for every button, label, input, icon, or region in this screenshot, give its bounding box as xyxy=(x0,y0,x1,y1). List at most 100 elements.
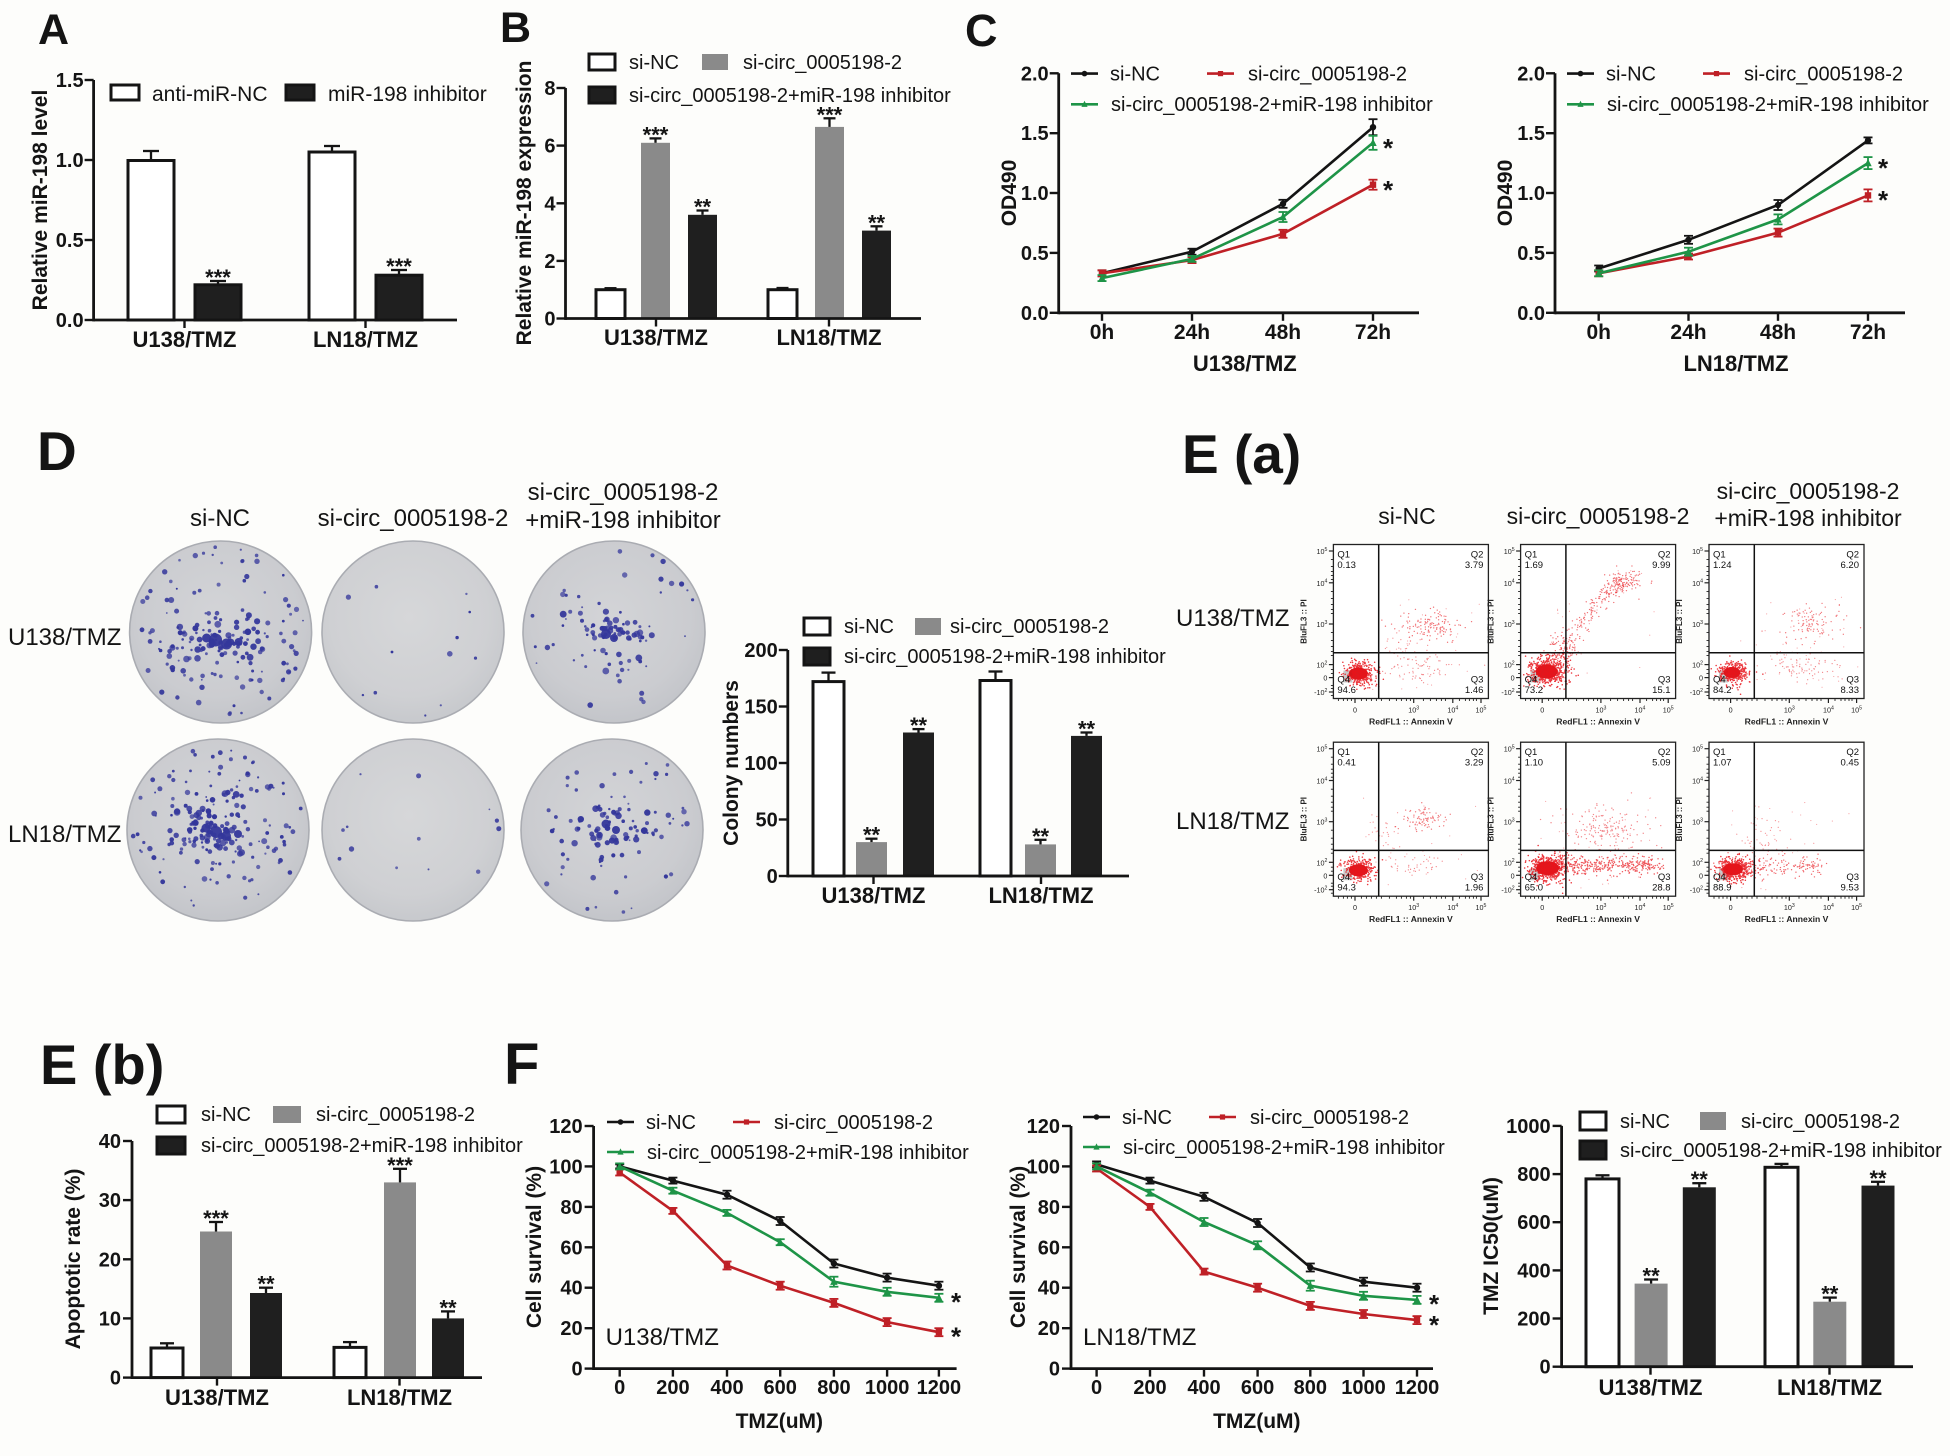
svg-text:LN18/TMZ: LN18/TMZ xyxy=(776,325,881,350)
svg-text:0: 0 xyxy=(1353,903,1357,912)
svg-text:*: * xyxy=(1429,1289,1440,1319)
svg-text:20: 20 xyxy=(560,1318,582,1340)
svg-text:Q4: Q4 xyxy=(1525,872,1538,883)
svg-text:***: *** xyxy=(643,123,669,148)
svg-text:40: 40 xyxy=(560,1278,582,1300)
svg-text:2: 2 xyxy=(544,251,555,273)
svg-text:104: 104 xyxy=(1504,776,1515,785)
svg-text:Q1: Q1 xyxy=(1713,747,1726,758)
svg-text:LN18/TMZ: LN18/TMZ xyxy=(1176,808,1289,835)
svg-text:105: 105 xyxy=(1851,705,1862,714)
svg-text:RedFL1 :: Annexin V: RedFL1 :: Annexin V xyxy=(1556,914,1640,924)
svg-text:TMZ(uM): TMZ(uM) xyxy=(736,1410,823,1433)
svg-text:RedFL1 :: Annexin V: RedFL1 :: Annexin V xyxy=(1369,717,1453,727)
svg-text:1200: 1200 xyxy=(917,1377,962,1399)
svg-text:si-circ_0005198-2: si-circ_0005198-2 xyxy=(316,1104,475,1126)
svg-text:Colony numbers: Colony numbers xyxy=(720,680,743,846)
svg-text:0: 0 xyxy=(1353,706,1357,715)
svg-text:6: 6 xyxy=(544,136,555,158)
svg-text:103: 103 xyxy=(1692,818,1703,827)
svg-text:0: 0 xyxy=(1699,871,1703,880)
svg-text:0.41: 0.41 xyxy=(1337,758,1356,769)
svg-text:0: 0 xyxy=(1323,871,1327,880)
svg-text:U138/TMZ: U138/TMZ xyxy=(8,624,121,651)
svg-text:103: 103 xyxy=(1692,620,1703,629)
svg-text:**: ** xyxy=(1032,824,1050,849)
svg-text:-102: -102 xyxy=(1690,886,1703,895)
svg-text:0: 0 xyxy=(1323,674,1327,683)
svg-text:-102: -102 xyxy=(1314,886,1327,895)
svg-text:400: 400 xyxy=(1517,1260,1550,1282)
svg-text:20: 20 xyxy=(99,1249,121,1271)
svg-text:LN18/TMZ: LN18/TMZ xyxy=(347,1385,452,1410)
svg-text:1.24: 1.24 xyxy=(1713,560,1732,571)
svg-text:si-NC: si-NC xyxy=(844,616,894,638)
svg-text:si-NC: si-NC xyxy=(201,1104,251,1126)
svg-text:0h: 0h xyxy=(1090,321,1115,344)
svg-text:103: 103 xyxy=(1504,620,1515,629)
svg-text:Q1: Q1 xyxy=(1525,550,1538,561)
svg-text:B: B xyxy=(500,4,531,52)
svg-text:120: 120 xyxy=(549,1116,582,1138)
svg-text:**: ** xyxy=(1869,1166,1887,1191)
svg-text:*: * xyxy=(1878,153,1889,183)
svg-text:**: ** xyxy=(863,823,881,848)
svg-text:LN18/TMZ: LN18/TMZ xyxy=(1777,1375,1882,1400)
svg-text:103: 103 xyxy=(1317,620,1328,629)
svg-text:104: 104 xyxy=(1447,705,1458,714)
svg-text:***: *** xyxy=(387,1153,413,1178)
svg-text:si-circ_0005198-2+miR-198 inhi: si-circ_0005198-2+miR-198 inhibitor xyxy=(201,1135,523,1157)
svg-text:15.1: 15.1 xyxy=(1652,685,1671,696)
svg-text:1200: 1200 xyxy=(1395,1377,1440,1399)
svg-text:Q2: Q2 xyxy=(1471,747,1484,758)
svg-text:105: 105 xyxy=(1692,745,1703,754)
svg-text:102: 102 xyxy=(1317,660,1328,669)
svg-text:800: 800 xyxy=(1294,1377,1327,1399)
svg-text:103: 103 xyxy=(1408,705,1419,714)
svg-text:102: 102 xyxy=(1504,858,1515,867)
svg-text:Q3: Q3 xyxy=(1846,872,1859,883)
svg-text:800: 800 xyxy=(817,1377,850,1399)
svg-text:**: ** xyxy=(694,195,712,220)
svg-text:si-NC: si-NC xyxy=(190,505,250,532)
svg-text:BluFL3 :: PI: BluFL3 :: PI xyxy=(1675,599,1684,643)
svg-text:Q2: Q2 xyxy=(1846,747,1859,758)
svg-text:1.07: 1.07 xyxy=(1713,758,1732,769)
svg-text:30: 30 xyxy=(99,1190,121,1212)
svg-text:Apoptotic rate (%): Apoptotic rate (%) xyxy=(62,1169,85,1350)
svg-text:Q3: Q3 xyxy=(1471,675,1484,686)
svg-text:1.0: 1.0 xyxy=(56,150,84,172)
svg-text:102: 102 xyxy=(1317,858,1328,867)
svg-text:0.45: 0.45 xyxy=(1841,758,1860,769)
svg-text:105: 105 xyxy=(1851,903,1862,912)
svg-text:*: * xyxy=(951,1322,962,1352)
svg-text:si-circ_0005198-2: si-circ_0005198-2 xyxy=(528,479,719,506)
svg-text:0h: 0h xyxy=(1586,321,1611,344)
svg-text:0.13: 0.13 xyxy=(1337,560,1356,571)
svg-text:Q3: Q3 xyxy=(1846,675,1859,686)
svg-text:C: C xyxy=(965,5,998,56)
svg-text:si-NC: si-NC xyxy=(1378,503,1436,529)
svg-text:6.20: 6.20 xyxy=(1841,560,1860,571)
svg-text:0: 0 xyxy=(614,1377,625,1399)
svg-text:*: * xyxy=(1383,133,1394,163)
svg-text:**: ** xyxy=(1643,1264,1661,1289)
svg-text:1.69: 1.69 xyxy=(1525,560,1544,571)
svg-text:120: 120 xyxy=(1027,1116,1060,1138)
svg-text:10: 10 xyxy=(99,1308,121,1330)
svg-text:Q3: Q3 xyxy=(1471,872,1484,883)
svg-text:2.0: 2.0 xyxy=(1517,63,1545,85)
svg-text:BluFL3 :: PI: BluFL3 :: PI xyxy=(1487,599,1496,643)
svg-text:0: 0 xyxy=(1511,674,1515,683)
svg-text:Cell survival (%): Cell survival (%) xyxy=(523,1166,546,1328)
svg-text:4: 4 xyxy=(544,193,556,215)
svg-text:si-NC: si-NC xyxy=(1620,1111,1670,1133)
svg-text:Q2: Q2 xyxy=(1846,550,1859,561)
svg-text:si-circ_0005198-2+miR-198 inhi: si-circ_0005198-2+miR-198 inhibitor xyxy=(1620,1140,1942,1162)
svg-text:1000: 1000 xyxy=(1341,1377,1386,1399)
svg-text:94.3: 94.3 xyxy=(1337,883,1356,894)
svg-text:anti-miR-NC: anti-miR-NC xyxy=(152,83,268,106)
svg-text:0.0: 0.0 xyxy=(56,310,84,332)
svg-text:8.33: 8.33 xyxy=(1841,685,1860,696)
svg-text:200: 200 xyxy=(1517,1309,1550,1331)
